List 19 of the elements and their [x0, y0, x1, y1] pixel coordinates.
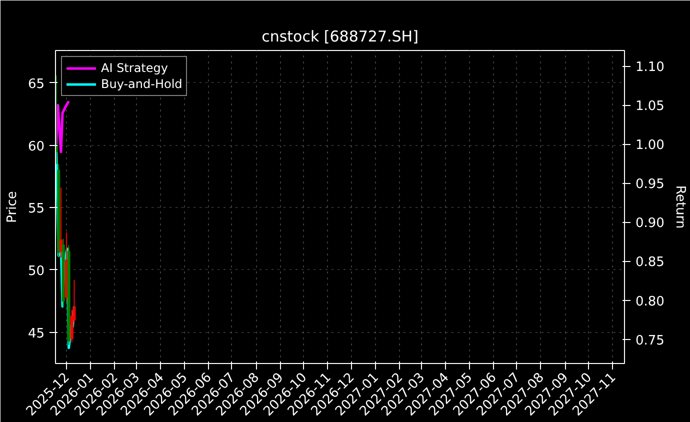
- legend-label: AI Strategy: [101, 61, 168, 75]
- y-tick-label: 65: [28, 76, 45, 92]
- y2-tick-label: 0.85: [636, 255, 664, 270]
- y2-tick-label: 1.00: [636, 138, 664, 154]
- y2-tick-label: 0.75: [636, 333, 664, 348]
- y2-axis-title: Return: [672, 185, 688, 229]
- candlestick: [59, 187, 62, 258]
- y2-tick-label: 1.05: [636, 99, 664, 114]
- y-tick-label: 50: [28, 264, 45, 279]
- y2-tick-label: 0.95: [636, 177, 664, 192]
- y-axis-title: Price: [4, 191, 20, 223]
- y-tick-label: 55: [28, 202, 45, 217]
- y2-tick-label: 1.10: [636, 60, 664, 76]
- legend-label: Buy-and-Hold: [101, 77, 182, 91]
- chart-title: cnstock [688727.SH]: [262, 28, 418, 46]
- y-tick-label: 60: [28, 139, 45, 154]
- y2-tick-label: 0.80: [636, 294, 664, 310]
- y-tick-label: 45: [28, 326, 45, 342]
- y2-tick-label: 0.90: [636, 216, 664, 232]
